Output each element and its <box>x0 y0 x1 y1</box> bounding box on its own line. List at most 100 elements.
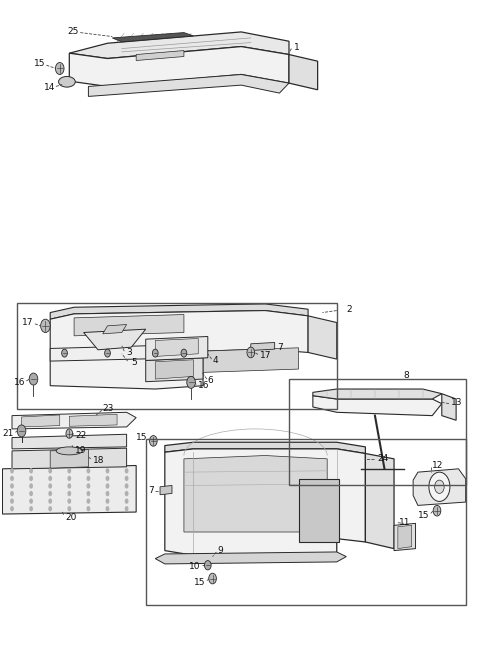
Circle shape <box>86 475 90 481</box>
Ellipse shape <box>59 76 75 87</box>
Text: 12: 12 <box>432 461 444 470</box>
Polygon shape <box>155 360 193 379</box>
Text: 15: 15 <box>136 433 147 442</box>
Polygon shape <box>165 442 365 454</box>
Circle shape <box>125 468 129 473</box>
Text: 7: 7 <box>277 342 283 352</box>
Text: 22: 22 <box>75 431 86 440</box>
Circle shape <box>17 425 26 437</box>
Circle shape <box>152 349 158 357</box>
Circle shape <box>429 472 450 501</box>
FancyBboxPatch shape <box>299 479 339 542</box>
Circle shape <box>48 499 52 504</box>
Polygon shape <box>12 434 127 449</box>
Circle shape <box>10 475 14 481</box>
Circle shape <box>125 499 129 504</box>
Circle shape <box>247 347 254 358</box>
Polygon shape <box>74 315 184 336</box>
Polygon shape <box>251 342 275 350</box>
Text: 18: 18 <box>93 456 105 465</box>
Circle shape <box>209 573 216 584</box>
Text: 15: 15 <box>194 578 205 587</box>
Circle shape <box>56 63 64 74</box>
Circle shape <box>106 499 109 504</box>
Text: 17: 17 <box>22 318 34 327</box>
Polygon shape <box>313 389 442 399</box>
Polygon shape <box>155 552 346 564</box>
Text: 16: 16 <box>14 378 25 387</box>
Circle shape <box>48 468 52 473</box>
Polygon shape <box>394 523 416 551</box>
Text: 9: 9 <box>217 546 223 555</box>
Circle shape <box>125 491 129 496</box>
Circle shape <box>204 561 211 570</box>
Circle shape <box>125 506 129 511</box>
Polygon shape <box>103 325 127 334</box>
Circle shape <box>61 349 67 357</box>
Circle shape <box>106 506 109 511</box>
Ellipse shape <box>56 447 83 455</box>
Circle shape <box>29 483 33 489</box>
Polygon shape <box>308 316 337 359</box>
Polygon shape <box>50 450 88 468</box>
Text: 15: 15 <box>34 59 46 68</box>
Circle shape <box>106 475 109 481</box>
Polygon shape <box>50 311 308 389</box>
Polygon shape <box>203 348 299 372</box>
Polygon shape <box>69 32 289 59</box>
Polygon shape <box>146 358 203 382</box>
Polygon shape <box>12 412 136 429</box>
Polygon shape <box>313 396 442 416</box>
Text: 7: 7 <box>148 485 154 495</box>
Circle shape <box>29 475 33 481</box>
Circle shape <box>10 506 14 511</box>
Text: 21: 21 <box>2 429 14 438</box>
Text: 5: 5 <box>132 358 137 367</box>
Text: 20: 20 <box>65 513 77 522</box>
Polygon shape <box>160 485 172 495</box>
Polygon shape <box>146 336 208 360</box>
Circle shape <box>48 475 52 481</box>
Polygon shape <box>112 33 193 42</box>
Polygon shape <box>413 469 466 505</box>
Text: 16: 16 <box>198 381 210 390</box>
Circle shape <box>150 436 157 446</box>
Circle shape <box>10 499 14 504</box>
Text: 6: 6 <box>208 376 214 385</box>
Text: 3: 3 <box>127 348 132 357</box>
Circle shape <box>86 506 90 511</box>
Circle shape <box>41 319 50 332</box>
Polygon shape <box>22 415 60 427</box>
Circle shape <box>125 475 129 481</box>
Circle shape <box>125 483 129 489</box>
Circle shape <box>106 468 109 473</box>
Text: 2: 2 <box>346 305 352 314</box>
Circle shape <box>29 373 38 385</box>
Polygon shape <box>12 448 127 469</box>
Circle shape <box>10 483 14 489</box>
Circle shape <box>187 376 195 388</box>
Text: 11: 11 <box>399 517 410 527</box>
Polygon shape <box>50 344 193 361</box>
Circle shape <box>105 349 110 357</box>
Circle shape <box>67 475 71 481</box>
Polygon shape <box>365 454 394 549</box>
Text: 4: 4 <box>213 356 218 365</box>
Circle shape <box>433 505 441 516</box>
Polygon shape <box>184 456 327 532</box>
Circle shape <box>48 506 52 511</box>
Polygon shape <box>136 51 184 61</box>
Text: 24: 24 <box>377 454 389 464</box>
Text: 25: 25 <box>68 27 79 36</box>
Circle shape <box>86 491 90 496</box>
Polygon shape <box>2 465 136 514</box>
Circle shape <box>67 483 71 489</box>
Circle shape <box>66 429 72 438</box>
Polygon shape <box>442 394 456 420</box>
Circle shape <box>29 491 33 496</box>
Text: 8: 8 <box>404 371 409 380</box>
Polygon shape <box>398 525 412 549</box>
Polygon shape <box>50 304 308 319</box>
Circle shape <box>67 499 71 504</box>
Text: 17: 17 <box>260 351 272 360</box>
